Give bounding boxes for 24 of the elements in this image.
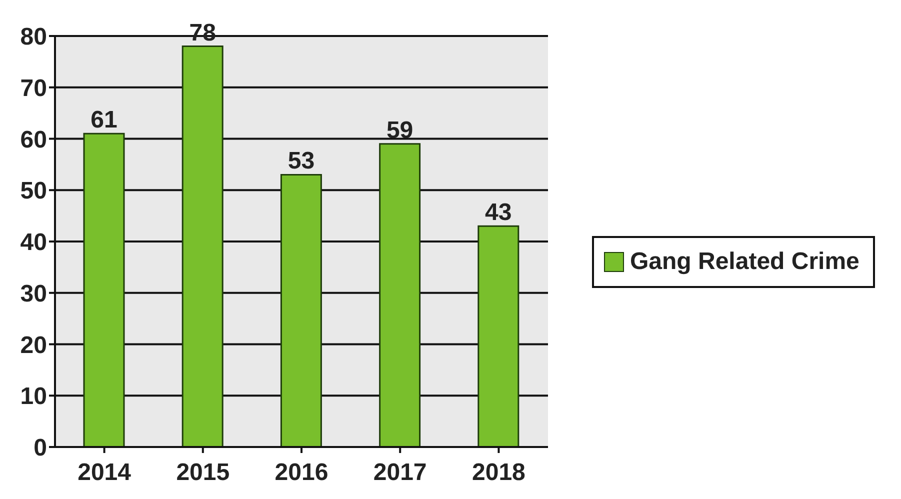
y-tick-label: 60	[20, 126, 47, 154]
bar	[182, 46, 224, 447]
y-tick-label: 40	[20, 229, 47, 256]
y-tick-label: 50	[20, 178, 47, 205]
bar	[83, 132, 125, 447]
y-tick-label: 20	[20, 332, 47, 359]
data-label: 43	[485, 199, 512, 226]
legend-label: Gang Related Crime	[630, 248, 860, 276]
bar	[280, 174, 322, 447]
x-tick-label: 2018	[472, 459, 526, 486]
y-tick-label: 30	[20, 280, 47, 308]
bar	[379, 143, 421, 447]
bar	[478, 225, 520, 447]
y-tick-label: 70	[20, 74, 47, 102]
data-label: 59	[386, 116, 414, 144]
x-tick-label: 2014	[78, 459, 132, 486]
x-tick-label: 2016	[274, 459, 328, 486]
y-tick-label: 0	[34, 434, 47, 462]
x-tick-label: 2017	[373, 459, 427, 486]
y-tick-label: 80	[20, 24, 47, 51]
x-tick-label: 2015	[176, 459, 230, 486]
data-label: 61	[90, 106, 118, 134]
data-label: 53	[288, 148, 315, 175]
y-tick-label: 10	[20, 383, 47, 410]
